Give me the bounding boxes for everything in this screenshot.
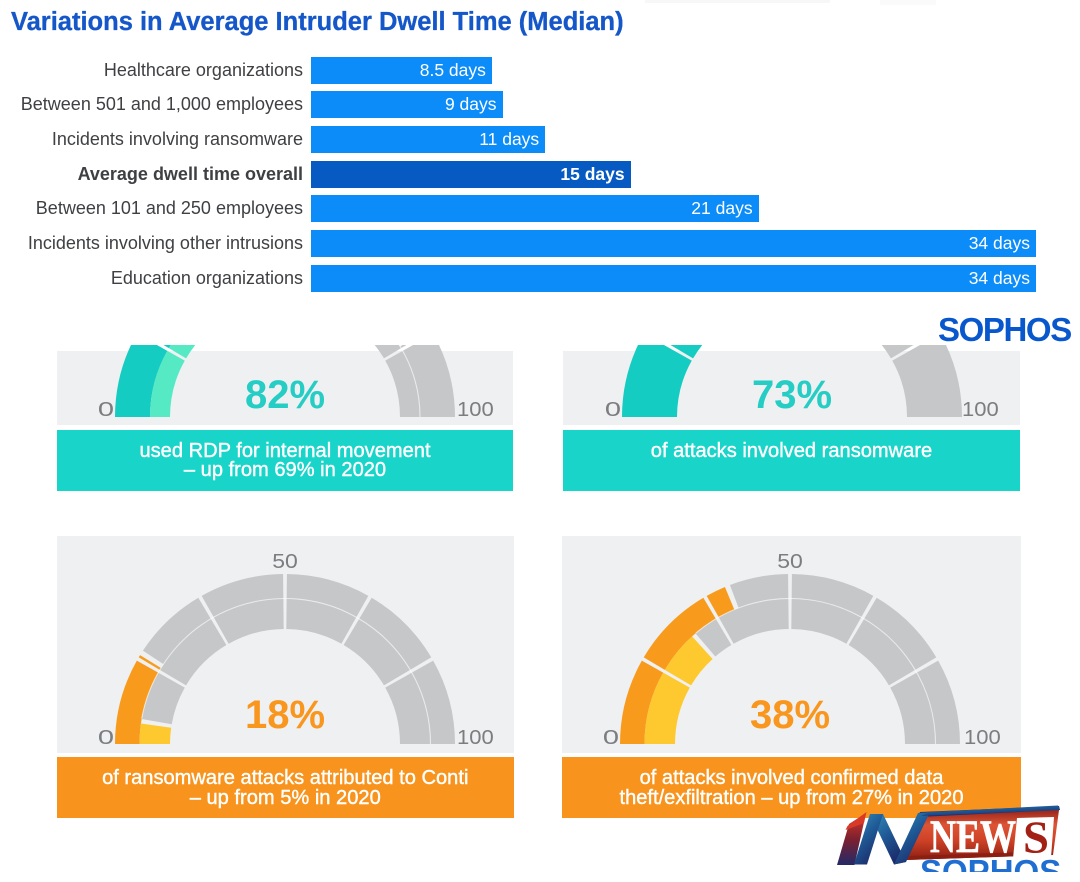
svg-text:NEW: NEW bbox=[930, 811, 1016, 863]
svg-text:S: S bbox=[1023, 812, 1049, 863]
